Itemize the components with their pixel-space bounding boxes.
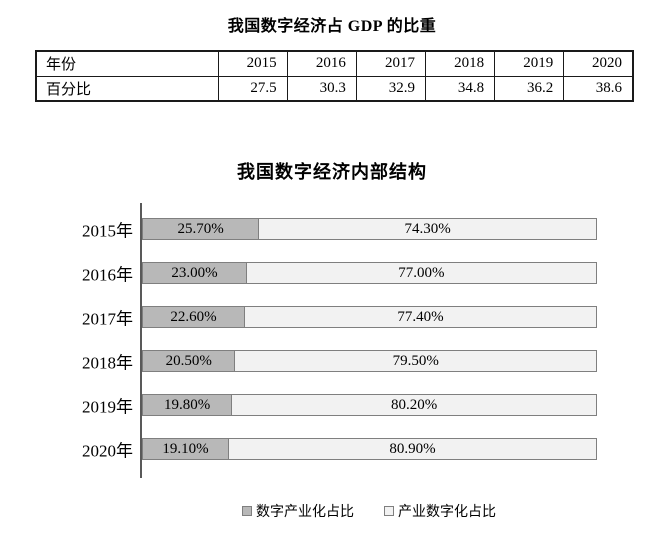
gdp-share-table-title: 我国数字经济占 GDP 的比重 <box>227 18 437 35</box>
table-cell: 30.3 <box>286 75 357 102</box>
table-cell: 27.5 <box>217 75 288 102</box>
bar-segment-digital-industrialization: 22.60% <box>142 306 246 328</box>
bar-segment-digital-industrialization: 20.50% <box>142 350 236 372</box>
bar-value-label: 20.50% <box>165 352 212 369</box>
table-cell: 32.9 <box>355 75 426 102</box>
bar-segment-industry-digitalization: 79.50% <box>234 350 597 372</box>
table-row: 年份 2015 2016 2017 2018 2019 2020 <box>35 50 634 77</box>
bar-segment-digital-industrialization: 25.70% <box>142 218 260 240</box>
bar-value-label: 77.40% <box>397 308 444 325</box>
bar-value-label: 80.20% <box>391 396 438 413</box>
bar-segment-industry-digitalization: 80.20% <box>231 394 597 416</box>
legend-item-industry-digitalization: 产业数字化占比 <box>384 501 496 521</box>
bar-segment-industry-digitalization: 77.00% <box>245 262 597 284</box>
table-row-label: 年份 <box>35 50 219 77</box>
chart-row: 2019年 19.80% 80.20% <box>82 394 598 417</box>
chart-row: 2017年 22.60% 77.40% <box>82 306 598 329</box>
category-label: 2020年 <box>82 441 133 461</box>
table-cell: 2015 <box>217 50 288 77</box>
table-cell: 36.2 <box>494 75 565 102</box>
category-label: 2019年 <box>82 397 133 417</box>
bar-segment-industry-digitalization: 80.90% <box>228 438 597 460</box>
table-cell: 2018 <box>424 50 496 77</box>
gdp-share-table: 年份 2015 2016 2017 2018 2019 2020 百分比 27.5 30.3 32.… <box>35 50 634 102</box>
chart-row: 2016年 23.00% 77.00% <box>82 262 598 285</box>
legend-swatch-dark-icon <box>242 506 252 516</box>
bar-segment-industry-digitalization: 77.40% <box>244 306 597 328</box>
bar-value-label: 79.50% <box>392 352 439 369</box>
category-label: 2018年 <box>82 353 133 373</box>
bar-track: 25.70% 74.30% <box>142 218 598 240</box>
bar-track: 22.60% 77.40% <box>142 306 598 328</box>
bar-value-label: 74.30% <box>404 220 451 237</box>
table-row: 百分比 27.5 30.3 32.9 34.8 36.2 38.6 <box>35 75 634 102</box>
table-cell: 2017 <box>355 50 426 77</box>
category-label: 2017年 <box>82 309 133 329</box>
bar-value-label: 19.10% <box>162 440 209 457</box>
category-label: 2015年 <box>82 221 133 241</box>
bar-segment-digital-industrialization: 19.10% <box>142 438 230 460</box>
bar-value-label: 25.70% <box>177 220 224 237</box>
internal-structure-chart-title: 我国数字经济内部结构 <box>237 162 427 182</box>
table-cell: 34.8 <box>424 75 496 102</box>
bar-segment-digital-industrialization: 23.00% <box>142 262 247 284</box>
bar-track: 19.10% 80.90% <box>142 438 598 460</box>
stacked-bar-chart-plot: 2015年 25.70% 74.30% 2016年 23.00% 77.00% 2017年 2… <box>82 203 598 478</box>
legend-swatch-light-icon <box>384 506 394 516</box>
bar-segment-industry-digitalization: 74.30% <box>258 218 597 240</box>
bar-segment-digital-industrialization: 19.80% <box>142 394 233 416</box>
bar-value-label: 80.90% <box>389 440 436 457</box>
legend-label-industry-digitalization: 产业数字化占比 <box>398 503 496 519</box>
table-row-label: 百分比 <box>35 75 219 102</box>
bar-value-label: 23.00% <box>171 264 218 281</box>
category-label: 2016年 <box>82 265 133 285</box>
bar-value-label: 22.60% <box>170 308 217 325</box>
bar-track: 23.00% 77.00% <box>142 262 598 284</box>
chart-row: 2018年 20.50% 79.50% <box>82 350 598 373</box>
bar-track: 20.50% 79.50% <box>142 350 598 372</box>
bar-value-label: 19.80% <box>164 396 211 413</box>
chart-row: 2020年 19.10% 80.90% <box>82 438 598 461</box>
table-cell: 2019 <box>494 50 565 77</box>
table-cell: 2016 <box>286 50 357 77</box>
table-cell: 2020 <box>563 50 634 77</box>
legend-label-digital-industrialization: 数字产业化占比 <box>256 503 354 519</box>
bar-track: 19.80% 80.20% <box>142 394 598 416</box>
gdp-share-table-body: 年份 2015 2016 2017 2018 2019 2020 百分比 27.5 30.3 32.… <box>35 50 634 102</box>
chart-legend: 数字产业化占比 产业数字化占比 <box>140 501 598 521</box>
table-cell: 38.6 <box>563 75 634 102</box>
chart-row: 2015年 25.70% 74.30% <box>82 218 598 241</box>
legend-item-digital-industrialization: 数字产业化占比 <box>242 501 354 521</box>
bar-value-label: 77.00% <box>398 264 445 281</box>
